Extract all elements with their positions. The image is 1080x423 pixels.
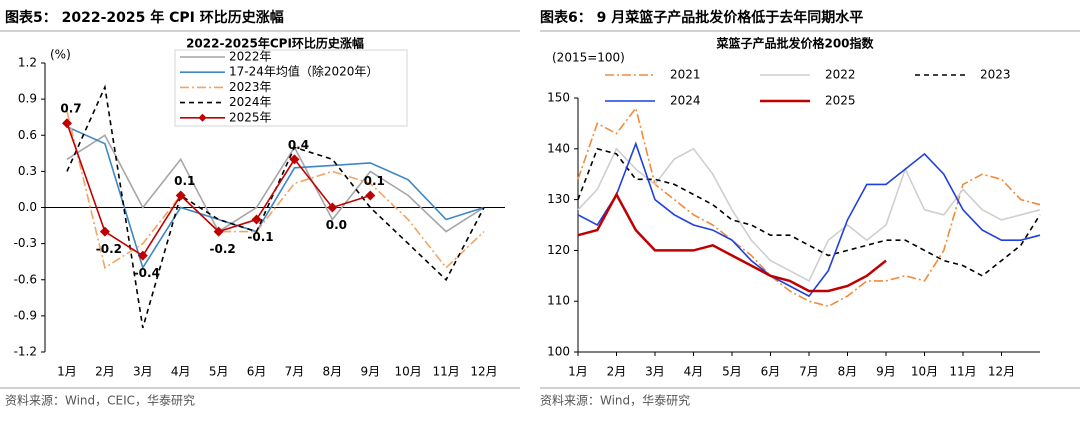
marker — [213, 226, 224, 237]
x-tick-label: 3月 — [133, 365, 153, 379]
y-tick-label: 110 — [547, 294, 570, 308]
x-tick-label: 1月 — [57, 365, 77, 379]
data-label: -0.2 — [210, 242, 236, 256]
x-tick-label: 7月 — [799, 365, 819, 379]
x-tick-label: 9月 — [876, 365, 896, 379]
marker — [62, 118, 72, 129]
series-line — [577, 106, 1041, 308]
legend-label: 2025 — [825, 94, 856, 108]
y-tick-label: 1.2 — [18, 56, 37, 70]
series-line — [66, 134, 485, 233]
data-label: -0.1 — [247, 230, 273, 244]
series-line — [577, 147, 1041, 282]
legend-label: 2022 — [825, 68, 856, 82]
marker — [99, 226, 110, 237]
x-tick-label: 11月 — [949, 365, 976, 379]
caption: 图表6： 9 月菜篮子产品批发价格低于去年同期水平 — [540, 9, 863, 26]
x-tick-label: 9月 — [360, 365, 380, 379]
legend-label: 2021 — [670, 68, 701, 82]
x-tick-label: 7月 — [285, 365, 305, 379]
marker — [327, 202, 338, 213]
x-tick-label: 5月 — [209, 365, 229, 379]
legend-label: 2025年 — [229, 110, 272, 124]
x-tick-label: 2月 — [607, 365, 627, 379]
data-label: -0.4 — [134, 266, 160, 280]
x-tick-label: 8月 — [838, 365, 858, 379]
y-tick-label: 140 — [547, 141, 570, 155]
data-label: -0.2 — [96, 242, 122, 256]
caption: 图表5： 2022-2025 年 CPI 环比历史涨幅 — [5, 9, 284, 26]
legend-label: 2023年 — [229, 80, 272, 94]
legend-marker — [198, 113, 207, 122]
y-tick-label: 120 — [547, 243, 570, 257]
marker — [251, 214, 262, 225]
marker — [137, 250, 148, 261]
x-tick-label: 2月 — [95, 365, 115, 379]
chart-title: 2022-2025年CPI环比历史涨幅 — [186, 36, 364, 51]
y-tick-label: -0.9 — [14, 308, 37, 322]
x-tick-label: 10月 — [911, 365, 938, 379]
y-tick-label: 100 — [547, 345, 570, 359]
series-line — [577, 147, 1041, 277]
y-tick-label: 150 — [547, 91, 570, 105]
marker — [365, 190, 376, 201]
source: 资料来源：Wind，CEIC，华泰研究 — [5, 393, 195, 408]
x-tick-label: 6月 — [761, 365, 781, 379]
x-tick-label: 4月 — [171, 365, 191, 379]
data-label: 0.0 — [326, 218, 347, 232]
chart-title: 菜篮子产品批发价格200指数 — [715, 36, 874, 51]
x-tick-label: 5月 — [722, 365, 742, 379]
unit: (2015=100) — [552, 51, 625, 65]
unit: (%) — [50, 48, 71, 62]
y-tick-label: 0.0 — [18, 200, 37, 214]
marker — [289, 154, 300, 165]
source: 资料来源：Wind，华泰研究 — [540, 393, 690, 408]
x-tick-label: 12月 — [988, 365, 1015, 379]
x-tick-label: 8月 — [323, 365, 343, 379]
y-tick-label: -1.2 — [14, 345, 37, 359]
data-label: 0.1 — [364, 174, 385, 188]
legend-label: 17-24年均值（除2020年） — [229, 64, 378, 79]
y-tick-label: 130 — [547, 192, 570, 206]
legend-label: 2024 — [670, 94, 701, 108]
legend-box — [174, 49, 408, 127]
data-label: 0.7 — [60, 102, 81, 116]
y-tick-label: -0.6 — [14, 272, 37, 286]
series-line — [577, 191, 887, 293]
y-tick-label: 0.9 — [18, 92, 37, 106]
x-tick-label: 6月 — [247, 365, 267, 379]
series-line — [577, 141, 1041, 298]
legend-label: 2022年 — [229, 50, 272, 64]
y-tick-label: -0.3 — [14, 236, 37, 250]
x-tick-label: 1月 — [568, 365, 588, 379]
x-tick-label: 11月 — [432, 365, 459, 379]
data-label: 0.4 — [288, 138, 309, 152]
legend-label: 2023 — [980, 68, 1011, 82]
y-tick-label: 0.6 — [18, 128, 37, 142]
marker — [175, 190, 186, 201]
x-tick-label: 10月 — [395, 365, 422, 379]
x-tick-label: 12月 — [470, 365, 497, 379]
data-label: 0.1 — [174, 174, 195, 188]
x-tick-label: 3月 — [645, 365, 665, 379]
y-tick-label: 0.3 — [18, 164, 37, 178]
legend-label: 2024年 — [229, 95, 272, 109]
x-tick-label: 4月 — [684, 365, 704, 379]
series-line — [66, 126, 485, 270]
